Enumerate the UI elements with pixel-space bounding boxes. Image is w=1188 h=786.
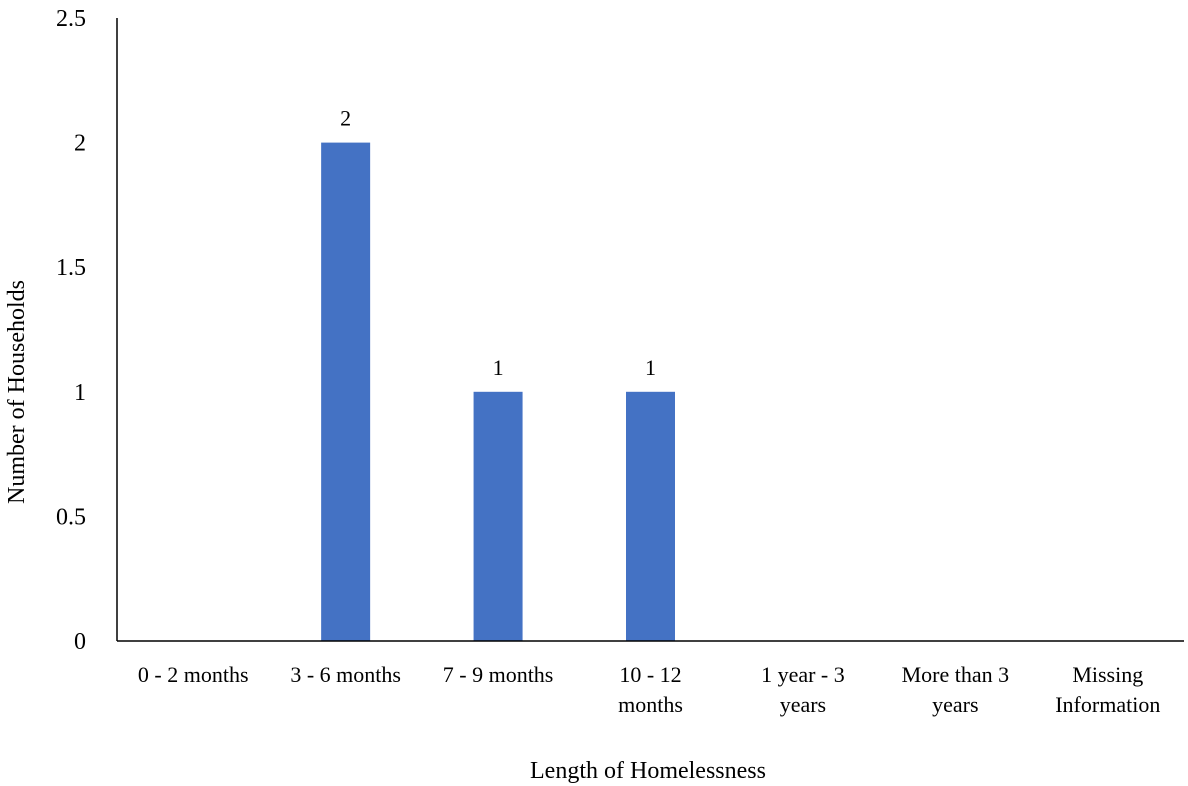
- data-label: 2: [340, 106, 351, 131]
- bars: [321, 142, 675, 641]
- data-label: 1: [645, 355, 656, 380]
- y-tick-label: 2.5: [56, 6, 86, 32]
- y-tick-label: 0: [74, 629, 86, 655]
- x-axis-ticks: 0 - 2 months 3 - 6 months 7 - 9 months 10 -…: [138, 662, 1160, 717]
- y-tick-label: 1: [74, 380, 86, 406]
- x-tick-label: 1 year - 3 years: [761, 662, 845, 717]
- x-tick-label: 7 - 9 months: [443, 662, 554, 687]
- bar: [473, 391, 523, 641]
- y-axis-ticks: 0 0.5 1 1.5 2 2.5: [56, 6, 86, 655]
- y-tick-label: 2: [74, 131, 86, 157]
- x-tick-label: 0 - 2 months: [138, 662, 249, 687]
- y-tick-label: 1.5: [56, 255, 86, 281]
- x-axis-title: Length of Homelessness: [530, 758, 766, 784]
- y-axis-title: Number of Households: [4, 280, 30, 504]
- data-labels: 2 1 1: [340, 106, 656, 380]
- x-tick-label: 10 - 12 months: [618, 662, 683, 717]
- x-tick-label: Missing Information: [1055, 662, 1160, 717]
- x-tick-label: More than 3 years: [902, 662, 1010, 717]
- bar: [321, 142, 371, 641]
- x-tick-label: 3 - 6 months: [290, 662, 401, 687]
- y-tick-label: 0.5: [56, 504, 86, 530]
- data-label: 1: [493, 355, 504, 380]
- bar: [626, 391, 675, 641]
